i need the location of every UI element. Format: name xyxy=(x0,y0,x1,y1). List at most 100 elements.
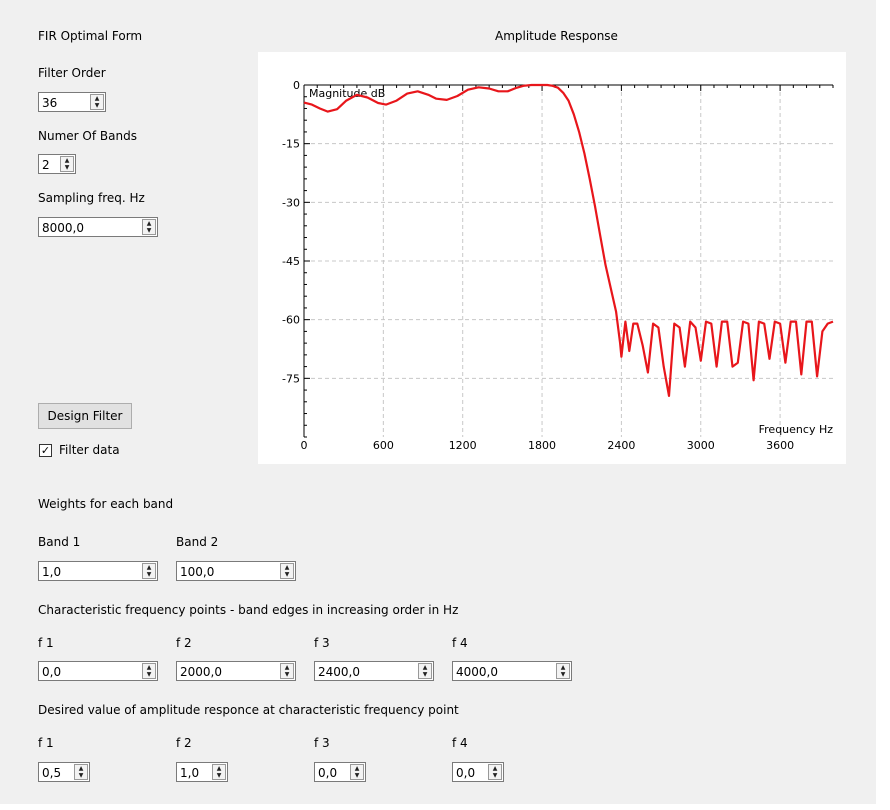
desired-f4-label: f 4 xyxy=(452,736,468,750)
sampling-freq-label: Sampling freq. Hz xyxy=(38,191,145,205)
spin-up-icon[interactable]: ▲ xyxy=(146,564,152,571)
sampling-freq-arrows[interactable]: ▲ ▼ xyxy=(142,219,156,235)
desired-f1-arrows[interactable]: ▲ ▼ xyxy=(74,764,88,780)
num-bands-spinbox[interactable]: 2 ▲ ▼ xyxy=(38,154,76,174)
amplitude-response-chart: 0 -15 -30 -45 -60 -75 0 600 1200 1800 2400 3000 3600… xyxy=(282,79,834,452)
x-tick-label: 1200 xyxy=(449,439,477,452)
chart-title: Amplitude Response xyxy=(495,29,618,43)
spin-up-icon[interactable]: ▲ xyxy=(216,765,222,772)
spin-down-icon[interactable]: ▼ xyxy=(284,671,290,678)
desired-f1-label: f 1 xyxy=(38,736,54,750)
spin-up-icon[interactable]: ▲ xyxy=(284,564,290,571)
x-tick-label: 3600 xyxy=(766,439,794,452)
spin-up-icon[interactable]: ▲ xyxy=(94,95,100,102)
y-tick-label: -30 xyxy=(282,196,300,209)
form-title: FIR Optimal Form xyxy=(38,29,143,43)
filter-order-spinbox[interactable]: 36 ▲ ▼ xyxy=(38,92,106,112)
freq-f3-value: 2400,0 xyxy=(318,665,360,679)
x-axis-label: Frequency Hz xyxy=(759,423,834,436)
spin-down-icon[interactable]: ▼ xyxy=(94,102,100,109)
spin-down-icon[interactable]: ▼ xyxy=(146,227,152,234)
band-2-weight-value: 100,0 xyxy=(180,565,215,579)
num-bands-label: Numer Of Bands xyxy=(38,129,137,143)
filter-order-value: 36 xyxy=(42,96,58,110)
spin-up-icon[interactable]: ▲ xyxy=(146,220,152,227)
filter-order-arrows[interactable]: ▲ ▼ xyxy=(90,94,104,110)
band-2-arrows[interactable]: ▲ ▼ xyxy=(280,563,294,579)
band-1-weight-value: 1,0 xyxy=(42,565,62,579)
spin-down-icon[interactable]: ▼ xyxy=(64,164,70,171)
checkmark-icon: ✓ xyxy=(40,444,51,457)
band-1-arrows[interactable]: ▲ ▼ xyxy=(142,563,156,579)
spin-up-icon[interactable]: ▲ xyxy=(284,664,290,671)
spin-up-icon[interactable]: ▲ xyxy=(146,664,152,671)
desired-f3-value: 0,0 xyxy=(318,766,338,780)
desired-f2-arrows[interactable]: ▲ ▼ xyxy=(212,764,226,780)
spin-up-icon[interactable]: ▲ xyxy=(354,765,360,772)
freq-f2-arrows[interactable]: ▲ ▼ xyxy=(280,663,294,679)
y-tick-label: -60 xyxy=(282,314,300,327)
desired-f4-value: 0,0 xyxy=(456,766,476,780)
spin-down-icon[interactable]: ▼ xyxy=(146,571,152,578)
freq-f3-spinbox[interactable]: 2400,0 ▲ ▼ xyxy=(314,661,434,681)
freq-f3-label: f 3 xyxy=(314,636,330,650)
x-tick-label: 3000 xyxy=(687,439,715,452)
y-tick-label: -45 xyxy=(282,255,300,268)
y-tick-label: -75 xyxy=(282,372,300,385)
freq-f4-spinbox[interactable]: 4000,0 ▲ ▼ xyxy=(452,661,572,681)
y-tick-label: 0 xyxy=(293,79,300,92)
desired-f2-label: f 2 xyxy=(176,736,192,750)
y-axis-label: Magnitude dB xyxy=(309,87,385,100)
freq-points-section-label: Characteristic frequency points - band e… xyxy=(38,603,459,617)
x-tick-label: 600 xyxy=(373,439,394,452)
freq-f3-arrows[interactable]: ▲ ▼ xyxy=(418,663,432,679)
spin-down-icon[interactable]: ▼ xyxy=(146,671,152,678)
freq-f4-arrows[interactable]: ▲ ▼ xyxy=(556,663,570,679)
spin-down-icon[interactable]: ▼ xyxy=(354,772,360,779)
amplitude-response-line xyxy=(303,83,834,397)
spin-up-icon[interactable]: ▲ xyxy=(560,664,566,671)
design-filter-button[interactable]: Design Filter xyxy=(38,403,132,429)
desired-f3-spinbox[interactable]: 0,0 ▲ ▼ xyxy=(314,762,366,782)
spin-up-icon[interactable]: ▲ xyxy=(64,157,70,164)
spin-up-icon[interactable]: ▲ xyxy=(492,765,498,772)
band-2-label: Band 2 xyxy=(176,535,219,549)
x-tick-label: 0 xyxy=(301,439,308,452)
sampling-freq-spinbox[interactable]: 8000,0 ▲ ▼ xyxy=(38,217,158,237)
filter-order-label: Filter Order xyxy=(38,66,106,80)
filter-data-checkbox[interactable]: ✓ xyxy=(39,444,52,457)
spin-down-icon[interactable]: ▼ xyxy=(284,571,290,578)
spin-down-icon[interactable]: ▼ xyxy=(422,671,428,678)
desired-f4-spinbox[interactable]: 0,0 ▲ ▼ xyxy=(452,762,504,782)
freq-f1-arrows[interactable]: ▲ ▼ xyxy=(142,663,156,679)
band-1-label: Band 1 xyxy=(38,535,81,549)
y-tick-label: -15 xyxy=(282,138,300,151)
freq-f4-value: 4000,0 xyxy=(456,665,498,679)
desired-f3-label: f 3 xyxy=(314,736,330,750)
spin-up-icon[interactable]: ▲ xyxy=(422,664,428,671)
x-tick-label: 2400 xyxy=(607,439,635,452)
chart-area: 0 -15 -30 -45 -60 -75 0 600 1200 1800 2400 3000 3600… xyxy=(258,52,846,464)
desired-f2-spinbox[interactable]: 1,0 ▲ ▼ xyxy=(176,762,228,782)
freq-f2-value: 2000,0 xyxy=(180,665,222,679)
freq-f1-spinbox[interactable]: 0,0 ▲ ▼ xyxy=(38,661,158,681)
weights-section-label: Weights for each band xyxy=(38,497,174,511)
spin-down-icon[interactable]: ▼ xyxy=(492,772,498,779)
num-bands-arrows[interactable]: ▲ ▼ xyxy=(60,156,74,172)
freq-f2-spinbox[interactable]: 2000,0 ▲ ▼ xyxy=(176,661,296,681)
sampling-freq-value: 8000,0 xyxy=(42,221,84,235)
spin-down-icon[interactable]: ▼ xyxy=(560,671,566,678)
freq-f1-label: f 1 xyxy=(38,636,54,650)
desired-f4-arrows[interactable]: ▲ ▼ xyxy=(488,764,502,780)
spin-down-icon[interactable]: ▼ xyxy=(216,772,222,779)
freq-f2-label: f 2 xyxy=(176,636,192,650)
desired-f1-spinbox[interactable]: 0,5 ▲ ▼ xyxy=(38,762,90,782)
desired-f3-arrows[interactable]: ▲ ▼ xyxy=(350,764,364,780)
spin-up-icon[interactable]: ▲ xyxy=(78,765,84,772)
num-bands-value: 2 xyxy=(42,158,50,172)
filter-data-label: Filter data xyxy=(59,443,120,457)
spin-down-icon[interactable]: ▼ xyxy=(78,772,84,779)
x-tick-label: 1800 xyxy=(528,439,556,452)
band-1-weight-spinbox[interactable]: 1,0 ▲ ▼ xyxy=(38,561,158,581)
band-2-weight-spinbox[interactable]: 100,0 ▲ ▼ xyxy=(176,561,296,581)
